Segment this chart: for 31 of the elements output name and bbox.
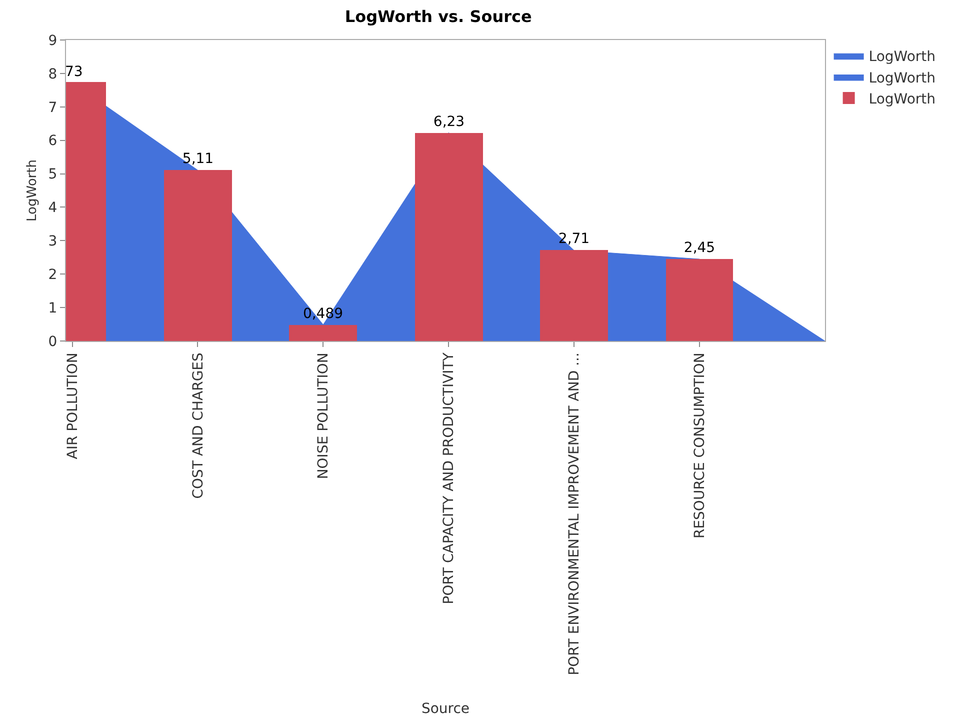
y-tick-label: 5 (48, 166, 58, 183)
chart-title: LogWorth vs. Source (344, 6, 532, 26)
annotation: 73 (65, 64, 83, 80)
y-axis-title: LogWorth (25, 160, 40, 222)
y-tick-label: 0 (48, 334, 58, 350)
bar (415, 133, 483, 341)
y-tick-label: 8 (48, 66, 58, 82)
x-tick-label: PORT ENVIRONMENTAL IMPROVEMENT AND ... (566, 352, 583, 676)
y-tick-label: 3 (48, 234, 58, 250)
y-tick-label: 4 (48, 200, 58, 216)
x-axis-title: Source (421, 701, 470, 717)
data-label: 6,23 (433, 114, 465, 130)
bar (164, 170, 232, 341)
y-tick-label: 2 (48, 267, 58, 284)
x-tick-label: RESOURCE CONSUMPTION (692, 352, 708, 539)
y-tick-label: 7 (48, 100, 58, 116)
data-label: 2,45 (684, 240, 716, 256)
legend-label: LogWorth (868, 49, 936, 66)
bar (289, 325, 357, 341)
x-tick-label: AIR POLLUTION (64, 352, 81, 460)
data-label: 5,11 (182, 151, 214, 167)
legend-label: LogWorth (868, 91, 936, 108)
x-tick-label: PORT CAPACITY AND PRODUCTIVITY (441, 352, 458, 604)
y-tick-label: 6 (48, 133, 58, 150)
x-tick-label: NOISE POLLUTION (316, 352, 332, 480)
y-tick-label: 9 (48, 32, 58, 49)
bar (666, 259, 733, 341)
x-tick-label: COST AND CHARGES (190, 352, 206, 499)
y-tick-label: 1 (48, 300, 58, 316)
legend-label: LogWorth (868, 70, 936, 86)
bar (540, 250, 608, 341)
